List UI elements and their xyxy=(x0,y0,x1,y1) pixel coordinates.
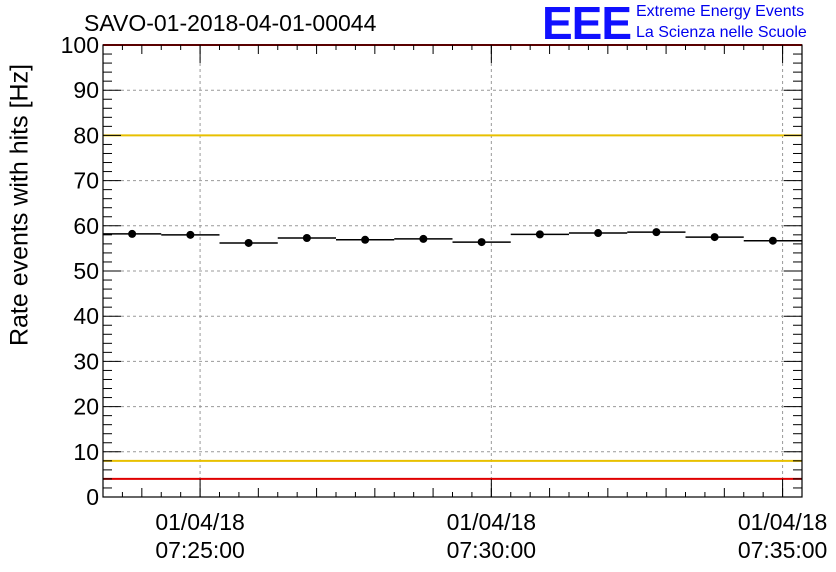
y-tick-label: 60 xyxy=(73,213,99,239)
logo-line-2: La Scienza nelle Scuole xyxy=(636,24,807,41)
x-tick-time: 07:25:00 xyxy=(155,537,245,563)
data-point xyxy=(419,234,428,243)
reference-lines xyxy=(103,44,802,480)
data-point xyxy=(652,228,661,237)
x-tick-date: 01/04/18 xyxy=(155,509,245,535)
data-point xyxy=(186,230,195,239)
x-tick-labels: 01/04/1807:25:0001/04/1807:30:0001/04/18… xyxy=(155,509,827,563)
y-tick-label: 70 xyxy=(73,168,99,194)
y-tick-label: 40 xyxy=(73,303,99,329)
y-tick-label: 90 xyxy=(73,77,99,103)
y-tick-label: 0 xyxy=(86,484,99,510)
y-axis-label: Rate events with hits [Hz] xyxy=(5,63,34,347)
data-points xyxy=(103,228,802,247)
y-tick-label: 20 xyxy=(73,394,99,420)
data-point xyxy=(710,233,719,242)
data-point xyxy=(535,230,544,239)
grid-lines xyxy=(103,45,802,497)
x-tick-time: 07:35:00 xyxy=(738,537,828,563)
axis-ticks xyxy=(102,44,803,498)
y-tick-label: 100 xyxy=(61,32,99,58)
y-tick-label: 50 xyxy=(73,258,99,284)
data-point xyxy=(302,234,311,243)
x-tick-time: 07:30:00 xyxy=(447,537,537,563)
data-point xyxy=(244,238,253,247)
x-tick-date: 01/04/18 xyxy=(738,509,828,535)
data-point xyxy=(477,238,486,247)
y-tick-label: 80 xyxy=(73,122,99,148)
y-tick-label: 10 xyxy=(73,439,99,465)
chart-title: SAVO-01-2018-04-01-00044 xyxy=(84,10,377,36)
data-point xyxy=(128,229,137,238)
logo-line-1: Extreme Energy Events xyxy=(636,3,805,20)
y-axis-label-wrap: Rate events with hits [Hz] xyxy=(0,0,40,572)
data-point xyxy=(768,236,777,245)
data-point xyxy=(594,229,603,238)
x-tick-date: 01/04/18 xyxy=(447,509,537,535)
eee-logo: EEE xyxy=(542,0,632,49)
data-point xyxy=(361,235,370,244)
y-tick-label: 30 xyxy=(73,348,99,374)
y-tick-labels: 0 10 20 30 40 50 60 70 80 90 100 xyxy=(61,32,99,510)
